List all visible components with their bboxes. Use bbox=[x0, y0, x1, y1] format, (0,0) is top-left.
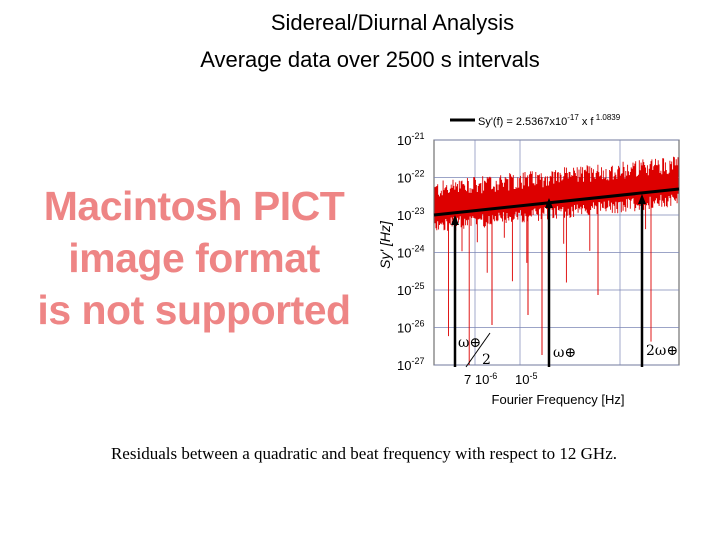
annotations: ω⊕ 2 ω⊕ 2ω⊕ bbox=[458, 332, 678, 368]
annotation-fraction-slash bbox=[465, 332, 491, 368]
placeholder-line-2: image format bbox=[68, 235, 320, 281]
arrowhead-omega bbox=[545, 198, 553, 208]
y-tick-label: 10-21 bbox=[397, 131, 424, 148]
y-tick-label: 10-26 bbox=[397, 319, 424, 336]
annotation-half-omega-denominator: 2 bbox=[482, 352, 491, 368]
y-tick-labels: 10-21 10-22 10-23 10-24 10-25 10-26 10-27 bbox=[397, 131, 424, 373]
y-axis-label: Sy' [Hz] bbox=[377, 220, 393, 269]
annotation-two-omega: 2ω⊕ bbox=[646, 343, 678, 359]
x-tick-labels: 7 10-6 10-5 bbox=[464, 371, 537, 387]
arrowhead-two-omega bbox=[638, 194, 646, 204]
slide-title: Sidereal/Diurnal Analysis bbox=[270, 10, 515, 35]
slide-caption: Residuals between a quadratic and beat f… bbox=[110, 444, 618, 463]
arrowhead-half-omega bbox=[451, 215, 459, 225]
placeholder-line-1: Macintosh PICT bbox=[43, 183, 345, 229]
legend-text: Sy'(f) = 2.5367x10-17 x f 1.0839 bbox=[478, 113, 621, 128]
noise-trace bbox=[434, 156, 679, 365]
slide-subtitle: Average data over 2500 s intervals bbox=[200, 47, 540, 72]
unsupported-image-placeholder: Macintosh PICT image format is not suppo… bbox=[34, 180, 354, 336]
annotation-omega: ω⊕ bbox=[553, 345, 576, 361]
y-tick-label: 10-22 bbox=[397, 169, 424, 186]
fit-line bbox=[433, 187, 680, 217]
spectral-density-chart: Sy'(f) = 2.5367x10-17 x f 1.0839 ω⊕ 2 ω⊕… bbox=[377, 113, 680, 407]
x-tick-label-1e-5: 10-5 bbox=[515, 371, 537, 387]
frequency-arrows bbox=[451, 194, 646, 367]
y-tick-label: 10-23 bbox=[397, 206, 424, 223]
noise-series bbox=[434, 156, 679, 365]
placeholder-line-3: is not supported bbox=[37, 287, 351, 333]
x-axis-label: Fourier Frequency [Hz] bbox=[492, 392, 625, 407]
y-tick-label: 10-25 bbox=[397, 281, 424, 298]
annotation-half-omega: ω⊕ bbox=[458, 335, 481, 351]
plot-area bbox=[433, 139, 680, 366]
y-tick-label: 10-27 bbox=[397, 356, 424, 373]
legend: Sy'(f) = 2.5367x10-17 x f 1.0839 bbox=[450, 113, 621, 128]
x-tick-label-7e-6: 7 10-6 bbox=[464, 371, 497, 387]
y-tick-label: 10-24 bbox=[397, 244, 424, 261]
